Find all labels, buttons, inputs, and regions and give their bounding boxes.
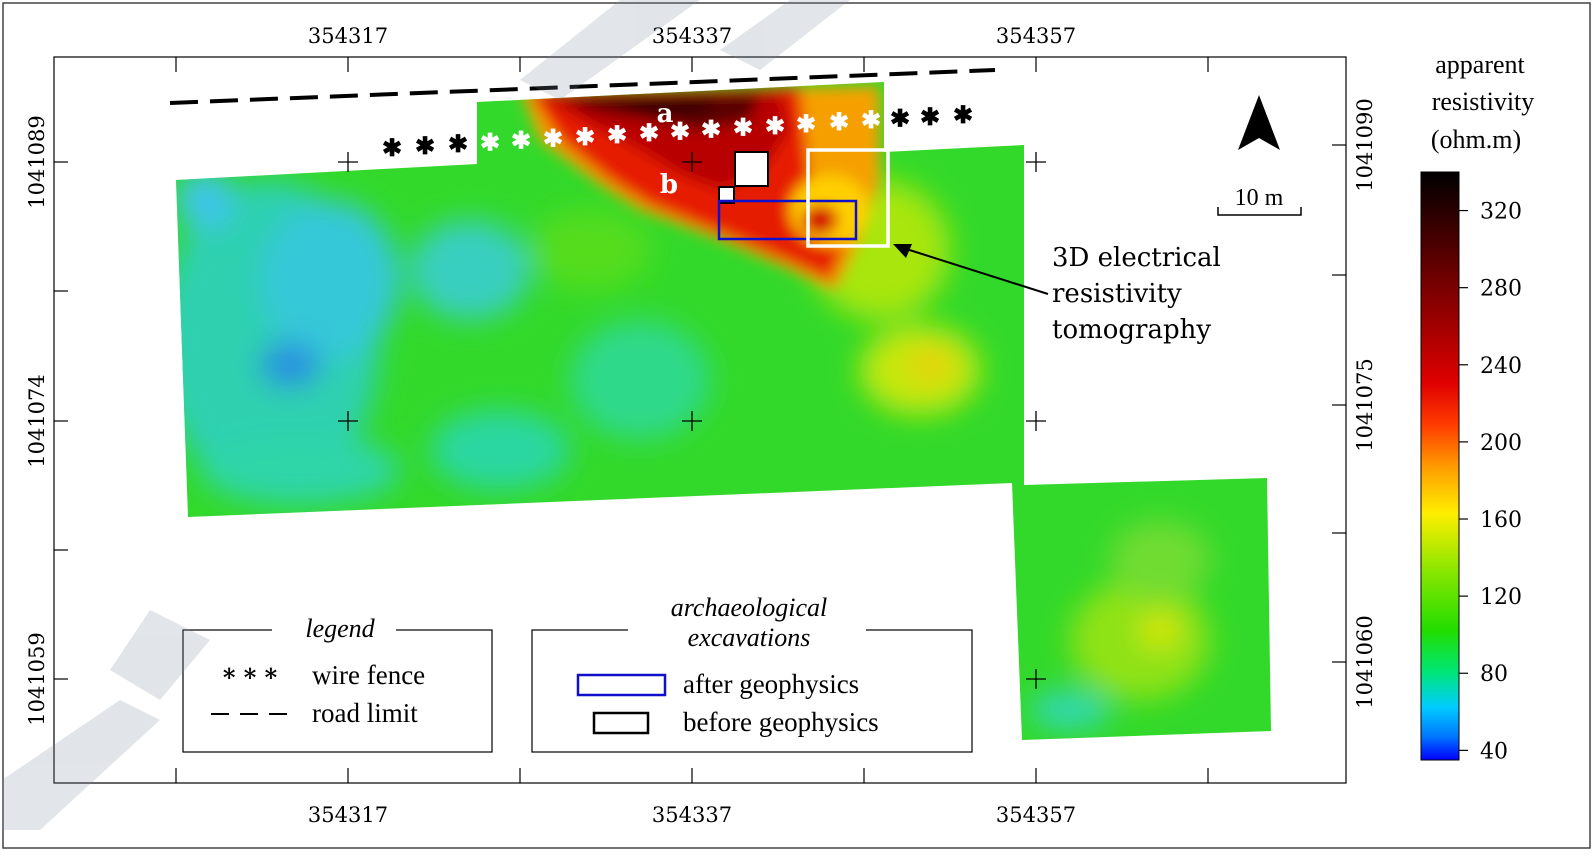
excavations-title-1: archaeological bbox=[671, 593, 827, 622]
y-axis-labels-right: 1041090 1041075 1041060 bbox=[1353, 98, 1377, 709]
legend-before-label: before geophysics bbox=[683, 707, 879, 737]
excavation-before-1 bbox=[734, 151, 769, 187]
fence-marker: ✱ bbox=[607, 120, 627, 149]
y-tick-right-1: 1041090 bbox=[1353, 98, 1377, 192]
y-tick-right-2: 1041075 bbox=[1353, 358, 1377, 452]
annotation-line-2: resistivity bbox=[1052, 279, 1182, 309]
colorbar-ticks: 320 280 240 200 160 120 80 40 bbox=[1459, 200, 1522, 764]
fence-marker: ✱ bbox=[448, 129, 468, 158]
x-tick-top-3: 354357 bbox=[996, 24, 1076, 48]
legend-after-label: after geophysics bbox=[683, 669, 859, 699]
legend-after-swatch bbox=[576, 673, 667, 697]
wire-fence: ✱ ✱ ✱ ✱ ✱ ✱ ✱ ✱ ✱ ✱ ✱ ✱ ✱ ✱ ✱ ✱ ✱ ✱ ✱ bbox=[382, 100, 973, 162]
fence-marker: ✱ bbox=[415, 131, 435, 160]
colorbar-tick-label: 80 bbox=[1480, 662, 1508, 687]
x-axis-labels-bottom: 354317 354337 354357 bbox=[308, 803, 1076, 827]
scale-bar: 10 m bbox=[1217, 185, 1302, 216]
colorbar-tick-label: 280 bbox=[1480, 277, 1522, 302]
fence-marker: ✱ bbox=[670, 116, 690, 145]
watermark bbox=[2, 0, 850, 830]
excavation-before-2 bbox=[718, 186, 735, 204]
y-tick-left-2: 1041074 bbox=[25, 374, 49, 468]
fence-marker: ✱ bbox=[701, 114, 721, 143]
fence-marker: ✱ bbox=[382, 133, 402, 162]
axis-ticks bbox=[54, 57, 1346, 783]
fence-marker: ✱ bbox=[511, 126, 531, 155]
ert-area bbox=[806, 148, 890, 248]
north-arrow-icon: N bbox=[1238, 95, 1280, 166]
colorbar-title-2: resistivity bbox=[1432, 87, 1535, 116]
x-tick-top-2: 354337 bbox=[652, 24, 732, 48]
annotation-line-1: 3D electrical bbox=[1052, 243, 1221, 273]
fence-marker: ✱ bbox=[953, 100, 973, 129]
legend-title: legend bbox=[305, 614, 375, 643]
fence-marker: ✱ bbox=[861, 105, 881, 134]
colorbar-title-3: (ohm.m) bbox=[1431, 125, 1521, 154]
y-tick-left-1: 1041089 bbox=[25, 115, 49, 209]
zone-label-a: a bbox=[657, 99, 674, 129]
fence-marker: ✱ bbox=[543, 124, 563, 153]
x-axis-labels-top: 354317 354337 354357 bbox=[308, 24, 1076, 48]
colorbar-tick-label: 200 bbox=[1480, 431, 1522, 456]
excavations-legend-box: archaeological excavations after geophys… bbox=[531, 590, 973, 753]
excavations-title-2: excavations bbox=[688, 623, 811, 652]
colorbar-tick-label: 240 bbox=[1480, 354, 1522, 379]
y-axis-labels-left: 1041089 1041074 1041059 bbox=[25, 115, 49, 726]
annotation-arrowhead bbox=[893, 244, 912, 258]
x-tick-bottom-2: 354337 bbox=[652, 803, 732, 827]
colorbar: apparent resistivity (ohm.m) 320 280 240 20… bbox=[1420, 50, 1535, 764]
x-tick-top-1: 354317 bbox=[308, 24, 388, 48]
north-label: N bbox=[1252, 148, 1266, 166]
colorbar-title-1: apparent bbox=[1435, 50, 1525, 79]
legend-road-label: road limit bbox=[312, 698, 418, 728]
fence-marker: ✱ bbox=[920, 102, 940, 131]
fence-marker: ✱ bbox=[796, 109, 816, 138]
legend-fence-label: wire fence bbox=[312, 660, 425, 690]
grid-crosses bbox=[338, 152, 1046, 689]
fence-marker: ✱ bbox=[639, 118, 659, 147]
fence-marker: ✱ bbox=[829, 107, 849, 136]
legend-fence-symbol: * * * bbox=[223, 663, 278, 692]
colorbar-tick-label: 40 bbox=[1480, 739, 1508, 764]
y-tick-right-3: 1041060 bbox=[1353, 615, 1377, 709]
annotation-line-3: tomography bbox=[1052, 315, 1211, 345]
fence-marker: ✱ bbox=[480, 127, 500, 156]
legend-before-swatch bbox=[592, 711, 650, 735]
zone-label-b: b bbox=[660, 170, 678, 200]
road-limit-line bbox=[169, 68, 996, 105]
annotation-text: 3D electrical resistivity tomography bbox=[1052, 243, 1221, 345]
legend-box: legend * * * wire fence road limit bbox=[182, 614, 493, 753]
annotation-arrow-line bbox=[899, 246, 1049, 295]
fence-marker: ✱ bbox=[890, 104, 910, 133]
x-tick-bottom-3: 354357 bbox=[996, 803, 1076, 827]
excavation-after bbox=[717, 199, 858, 241]
colorbar-tick-label: 160 bbox=[1480, 508, 1522, 533]
scale-label: 10 m bbox=[1235, 185, 1284, 211]
colorbar-tick-label: 120 bbox=[1480, 585, 1522, 610]
fence-marker: ✱ bbox=[733, 113, 753, 142]
colorbar-tick-label: 320 bbox=[1480, 200, 1522, 225]
colorbar-gradient bbox=[1420, 171, 1460, 761]
x-tick-bottom-1: 354317 bbox=[308, 803, 388, 827]
y-tick-left-3: 1041059 bbox=[25, 632, 49, 726]
fence-marker: ✱ bbox=[765, 111, 785, 140]
fence-marker: ✱ bbox=[575, 122, 595, 151]
